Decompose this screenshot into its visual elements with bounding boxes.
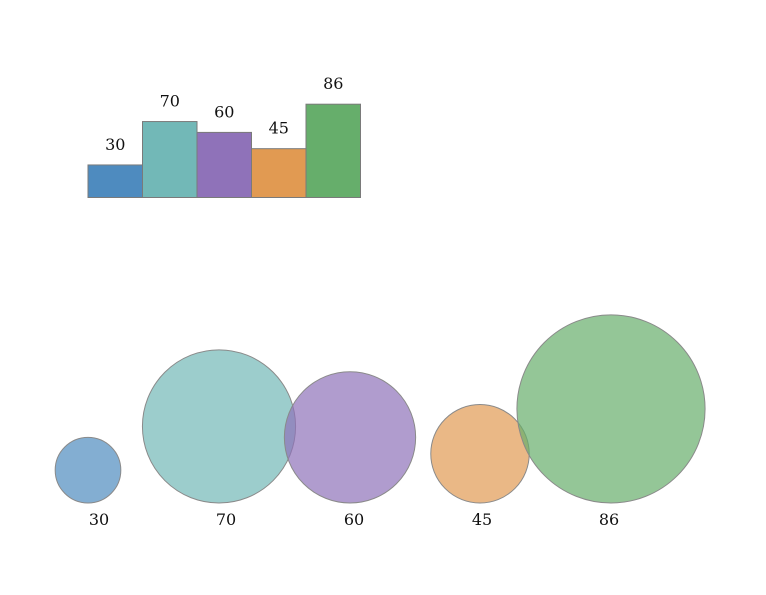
bubble-label-60: 60 bbox=[344, 510, 364, 529]
bubble-30 bbox=[54, 436, 122, 504]
bubble-label-70: 70 bbox=[216, 510, 236, 529]
bubble-chart: 30 70 60 45 86 bbox=[54, 314, 706, 529]
bar-86 bbox=[305, 103, 361, 198]
bubble-label-45: 45 bbox=[472, 510, 492, 529]
bar-60 bbox=[196, 131, 252, 198]
bar-chart: 30 70 60 45 86 bbox=[87, 74, 361, 199]
bar-label-45: 45 bbox=[269, 119, 289, 138]
bubble-45 bbox=[430, 404, 530, 504]
bar-label-30: 30 bbox=[105, 135, 125, 154]
bar-label-86: 86 bbox=[323, 74, 343, 93]
bubble-label-30: 30 bbox=[89, 510, 109, 529]
bubble-86 bbox=[516, 314, 706, 504]
bar-45 bbox=[251, 148, 307, 199]
bubble-label-86: 86 bbox=[599, 510, 619, 529]
bar-70 bbox=[142, 121, 198, 198]
bar-label-60: 60 bbox=[214, 102, 234, 121]
bubble-60 bbox=[283, 371, 417, 504]
bar-label-70: 70 bbox=[160, 92, 180, 111]
bar-30 bbox=[87, 164, 143, 198]
bubble-70 bbox=[141, 349, 297, 504]
